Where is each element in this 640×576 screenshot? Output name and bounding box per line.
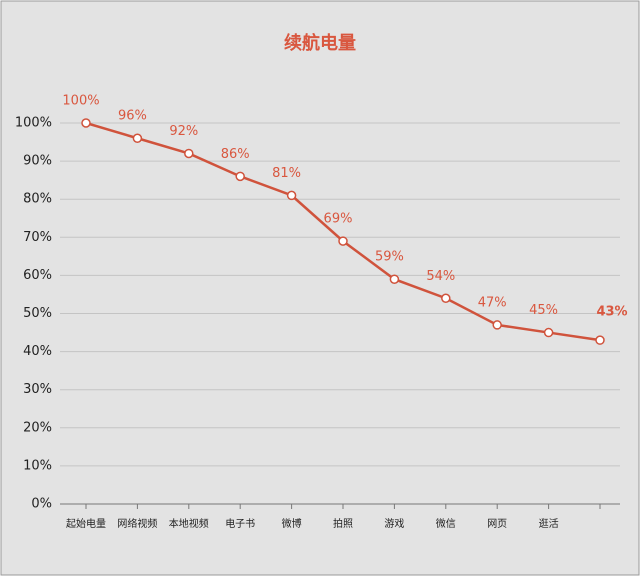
y-tick-label: 40% bbox=[23, 344, 52, 359]
x-tick-label: 网页 bbox=[487, 518, 507, 530]
data-point bbox=[441, 293, 451, 304]
y-tick-label: 20% bbox=[23, 420, 52, 435]
x-tick-label: 电子书 bbox=[225, 517, 255, 530]
data-label: 59% bbox=[375, 250, 404, 265]
y-tick-label: 0% bbox=[31, 497, 52, 512]
data-label: 92% bbox=[169, 124, 198, 139]
data-point bbox=[543, 327, 554, 338]
chart-title: 续航电量 bbox=[284, 32, 356, 54]
data-point bbox=[338, 236, 348, 246]
x-tick-label: 本地视频 bbox=[169, 517, 209, 530]
x-tick-label: 逛活 bbox=[539, 517, 559, 530]
y-tick-label: 30% bbox=[23, 382, 52, 397]
data-label: 45% bbox=[529, 303, 558, 318]
x-tick-label: 起始电量 bbox=[66, 517, 106, 530]
data-point bbox=[81, 118, 91, 128]
data-label: 54% bbox=[426, 269, 455, 284]
y-tick-label: 90% bbox=[23, 154, 52, 169]
x-tick-label: 网络视频 bbox=[117, 517, 157, 530]
data-point bbox=[492, 320, 502, 330]
data-label: 47% bbox=[478, 295, 507, 310]
y-tick-label: 100% bbox=[15, 116, 52, 131]
x-tick-label: 微信 bbox=[436, 517, 456, 530]
y-tick-label: 80% bbox=[23, 192, 52, 207]
x-tick-label: 拍照 bbox=[333, 517, 353, 530]
data-point bbox=[235, 171, 245, 182]
y-tick-label: 70% bbox=[23, 230, 52, 245]
x-tick-label: 游戏 bbox=[384, 517, 404, 530]
data-point bbox=[595, 335, 605, 345]
data-label: 43% bbox=[596, 305, 627, 320]
data-point bbox=[132, 133, 143, 143]
x-tick-label: 微博 bbox=[282, 517, 302, 530]
y-tick-label: 10% bbox=[23, 458, 52, 473]
data-point bbox=[286, 190, 297, 201]
data-label: 69% bbox=[324, 212, 353, 227]
data-label: 81% bbox=[272, 166, 301, 181]
data-label: 96% bbox=[118, 109, 147, 124]
data-label: 100% bbox=[62, 94, 99, 109]
data-point bbox=[184, 148, 194, 159]
data-label: 86% bbox=[221, 147, 250, 162]
data-point bbox=[389, 274, 400, 284]
y-tick-label: 50% bbox=[23, 306, 52, 321]
y-tick-label: 60% bbox=[23, 268, 52, 283]
